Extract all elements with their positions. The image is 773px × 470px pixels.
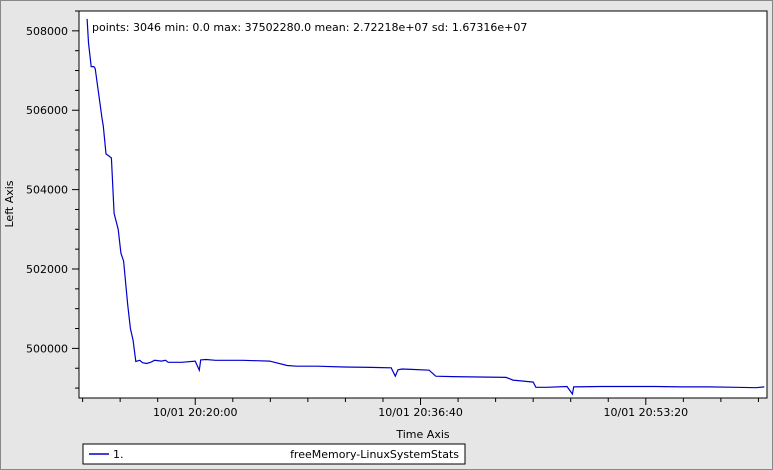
series-line-freememory	[86, 18, 765, 396]
legend: 1. freeMemory-LinuxSystemStats	[82, 443, 466, 465]
legend-index: 1.	[113, 448, 124, 461]
y-axis-title: Left Axis	[3, 180, 16, 227]
y-tick-label: 504000	[26, 184, 68, 197]
stats-annotation: points: 3046 min: 0.0 max: 37502280.0 me…	[92, 21, 527, 34]
legend-box	[82, 443, 466, 465]
y-tick-label: 502000	[26, 263, 68, 276]
legend-series-name: freeMemory-LinuxSystemStats	[290, 448, 459, 461]
x-tick-label: 10/01 20:36:40	[378, 406, 463, 419]
x-axis-title: Time Axis	[395, 428, 450, 441]
y-tick-label: 506000	[26, 104, 68, 117]
x-axis-ticks: 10/01 20:20:00 10/01 20:36:40 10/01 20:53:…	[82, 398, 759, 419]
y-axis-ticks: 500000 502000 504000 506000 508000	[26, 10, 79, 389]
x-tick-label: 10/01 20:53:20	[603, 406, 688, 419]
x-tick-label: 10/01 20:20:00	[153, 406, 238, 419]
plot-area	[78, 10, 768, 399]
y-tick-label: 500000	[26, 342, 68, 355]
y-tick-label: 508000	[26, 25, 68, 38]
